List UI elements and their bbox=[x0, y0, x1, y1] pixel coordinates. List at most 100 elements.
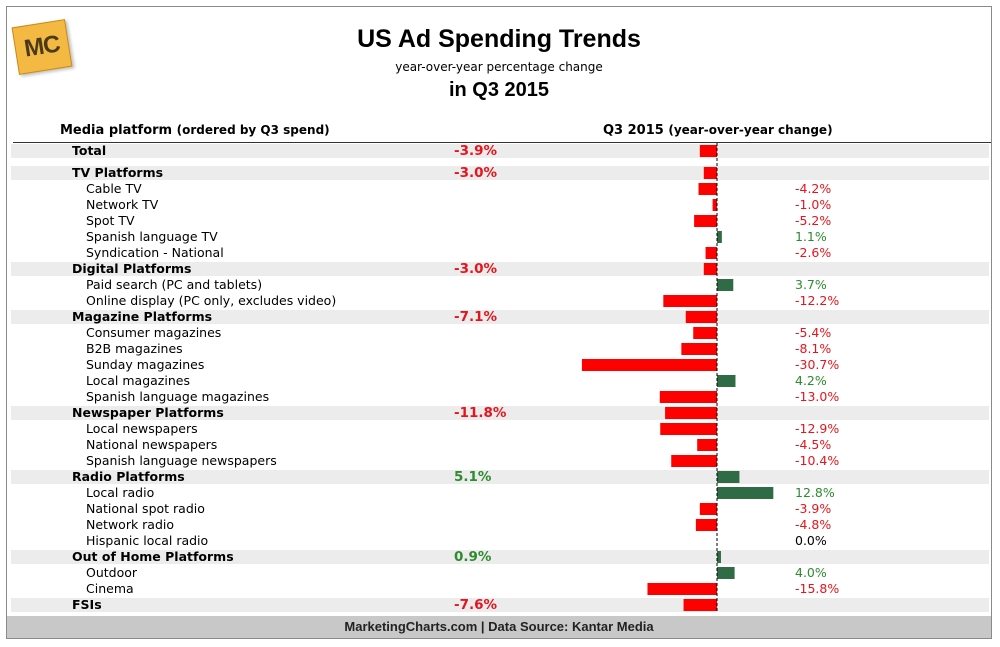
value-label-newspaper-platforms: -11.8% bbox=[454, 405, 507, 421]
value-label-magazine-platforms: -7.1% bbox=[454, 309, 498, 325]
chart-subtitle: year-over-year percentage change bbox=[395, 60, 603, 74]
category-row-band bbox=[11, 406, 989, 420]
value-label-local-radio: 12.8% bbox=[795, 485, 835, 500]
row-label-outdoor: Outdoor bbox=[86, 565, 138, 580]
value-label-local-newspapers: -12.9% bbox=[795, 421, 840, 436]
row-label-sunday-magazines: Sunday magazines bbox=[86, 357, 205, 372]
bar-b2b-magazines bbox=[681, 343, 717, 355]
bar-sunday-magazines bbox=[581, 359, 717, 371]
column-header-change-label: Q3 2015 bbox=[603, 123, 664, 138]
row-label-syndication-national: Syndication - National bbox=[86, 245, 224, 260]
value-label-out-of-home-platforms: 0.9% bbox=[454, 549, 492, 565]
column-header-media-label: Media platform bbox=[60, 123, 173, 138]
value-label-digital-platforms: -3.0% bbox=[454, 261, 498, 277]
row-label-network-radio: Network radio bbox=[86, 517, 175, 532]
column-header-media-note: (ordered by Q3 spend) bbox=[176, 123, 330, 137]
category-row-band bbox=[11, 470, 989, 484]
bar-national-spot-radio bbox=[699, 503, 717, 515]
row-label-national-newspapers: National newspapers bbox=[86, 437, 218, 452]
bar-local-newspapers bbox=[660, 423, 717, 435]
bar-consumer-magazines bbox=[693, 327, 717, 339]
row-label-out-of-home-platforms: Out of Home Platforms bbox=[72, 549, 234, 564]
category-row-band bbox=[11, 598, 989, 612]
row-label-local-magazines: Local magazines bbox=[86, 373, 190, 388]
row-label-spanish-language-magazines: Spanish language magazines bbox=[86, 389, 270, 404]
bar-local-magazines bbox=[717, 375, 736, 387]
bar-paid-search-pc-and-tablets bbox=[717, 279, 734, 291]
value-label-paid-search-pc-and-tablets: 3.7% bbox=[795, 277, 827, 292]
footer-source: MarketingCharts.com | Data Source: Kanta… bbox=[7, 616, 991, 638]
row-label-tv-platforms: TV Platforms bbox=[72, 165, 164, 180]
bar-magazine-platforms bbox=[685, 311, 717, 323]
bar-spanish-language-magazines bbox=[659, 391, 717, 403]
row-label-magazine-platforms: Magazine Platforms bbox=[72, 309, 213, 324]
bar-out-of-home-platforms bbox=[717, 551, 721, 563]
value-label-radio-platforms: 5.1% bbox=[454, 469, 492, 485]
value-label-cable-tv: -4.2% bbox=[795, 181, 832, 196]
value-label-fsis: -7.6% bbox=[454, 597, 498, 613]
row-label-local-radio: Local radio bbox=[86, 485, 155, 500]
bar-chart bbox=[581, 143, 774, 613]
value-label-spanish-language-tv: 1.1% bbox=[795, 229, 827, 244]
category-row-band bbox=[11, 310, 989, 324]
row-label-hispanic-local-radio: Hispanic local radio bbox=[86, 533, 209, 548]
column-header-media: Media platform (ordered by Q3 spend) bbox=[60, 123, 330, 138]
row-label-spanish-language-newspapers: Spanish language newspapers bbox=[86, 453, 277, 468]
category-row-band bbox=[11, 144, 989, 158]
bar-online-display-pc-only-excludes-video bbox=[663, 295, 717, 307]
row-label-digital-platforms: Digital Platforms bbox=[72, 261, 192, 276]
row-label-fsis: FSIs bbox=[72, 597, 102, 612]
value-label-national-spot-radio: -3.9% bbox=[795, 501, 832, 516]
header-rule bbox=[13, 142, 991, 143]
bar-radio-platforms bbox=[717, 471, 740, 483]
row-label-cinema: Cinema bbox=[86, 581, 134, 596]
value-label-spanish-language-newspapers: -10.4% bbox=[795, 453, 840, 468]
row-label-spot-tv: Spot TV bbox=[86, 213, 135, 228]
category-row-band bbox=[11, 550, 989, 564]
category-row-band bbox=[11, 166, 989, 180]
value-label-hispanic-local-radio: 0.0% bbox=[795, 533, 827, 548]
bar-network-tv bbox=[712, 199, 717, 211]
column-header-change-note: (year-over-year change) bbox=[668, 123, 833, 137]
value-label-tv-platforms: -3.0% bbox=[454, 165, 498, 181]
bar-cinema bbox=[647, 583, 717, 595]
value-label-b2b-magazines: -8.1% bbox=[795, 341, 832, 356]
bar-syndication-national bbox=[705, 247, 717, 259]
bar-total bbox=[699, 145, 717, 157]
bar-spanish-language-newspapers bbox=[671, 455, 717, 467]
row-label-b2b-magazines: B2B magazines bbox=[86, 341, 183, 356]
value-label-outdoor: 4.0% bbox=[795, 565, 827, 580]
row-label-national-spot-radio: National spot radio bbox=[86, 501, 205, 516]
row-label-newspaper-platforms: Newspaper Platforms bbox=[72, 405, 224, 420]
column-header-change: Q3 2015 (year-over-year change) bbox=[603, 123, 833, 138]
chart-title: US Ad Spending Trends bbox=[357, 25, 641, 53]
value-label-network-tv: -1.0% bbox=[795, 197, 832, 212]
bar-local-radio bbox=[717, 487, 774, 499]
bar-cable-tv bbox=[698, 183, 717, 195]
value-label-spanish-language-magazines: -13.0% bbox=[795, 389, 840, 404]
row-label-paid-search-pc-and-tablets: Paid search (PC and tablets) bbox=[86, 277, 263, 292]
value-label-local-magazines: 4.2% bbox=[795, 373, 827, 388]
value-label-network-radio: -4.8% bbox=[795, 517, 832, 532]
row-label-consumer-magazines: Consumer magazines bbox=[86, 325, 222, 340]
value-label-cinema: -15.8% bbox=[795, 581, 840, 596]
row-label-cable-tv: Cable TV bbox=[86, 181, 142, 196]
value-label-total: -3.9% bbox=[454, 143, 498, 159]
bar-tv-platforms bbox=[703, 167, 717, 179]
bar-outdoor bbox=[717, 567, 735, 579]
row-label-total: Total bbox=[72, 143, 107, 158]
value-label-national-newspapers: -4.5% bbox=[795, 437, 832, 452]
row-label-network-tv: Network TV bbox=[86, 197, 159, 212]
row-label-local-newspapers: Local newspapers bbox=[86, 421, 198, 436]
bar-national-newspapers bbox=[697, 439, 717, 451]
row-label-spanish-language-tv: Spanish language TV bbox=[86, 229, 218, 244]
bar-spanish-language-tv bbox=[717, 231, 722, 243]
value-label-syndication-national: -2.6% bbox=[795, 245, 832, 260]
category-row-band bbox=[11, 262, 989, 276]
bar-fsis bbox=[683, 599, 717, 611]
row-label-radio-platforms: Radio Platforms bbox=[72, 469, 185, 484]
bar-network-radio bbox=[695, 519, 717, 531]
chart-rows: Total -3.9% TV Platforms -3.0% Cable TV -4.2%… bbox=[7, 7, 991, 638]
bar-digital-platforms bbox=[703, 263, 717, 275]
bar-newspaper-platforms bbox=[665, 407, 717, 419]
